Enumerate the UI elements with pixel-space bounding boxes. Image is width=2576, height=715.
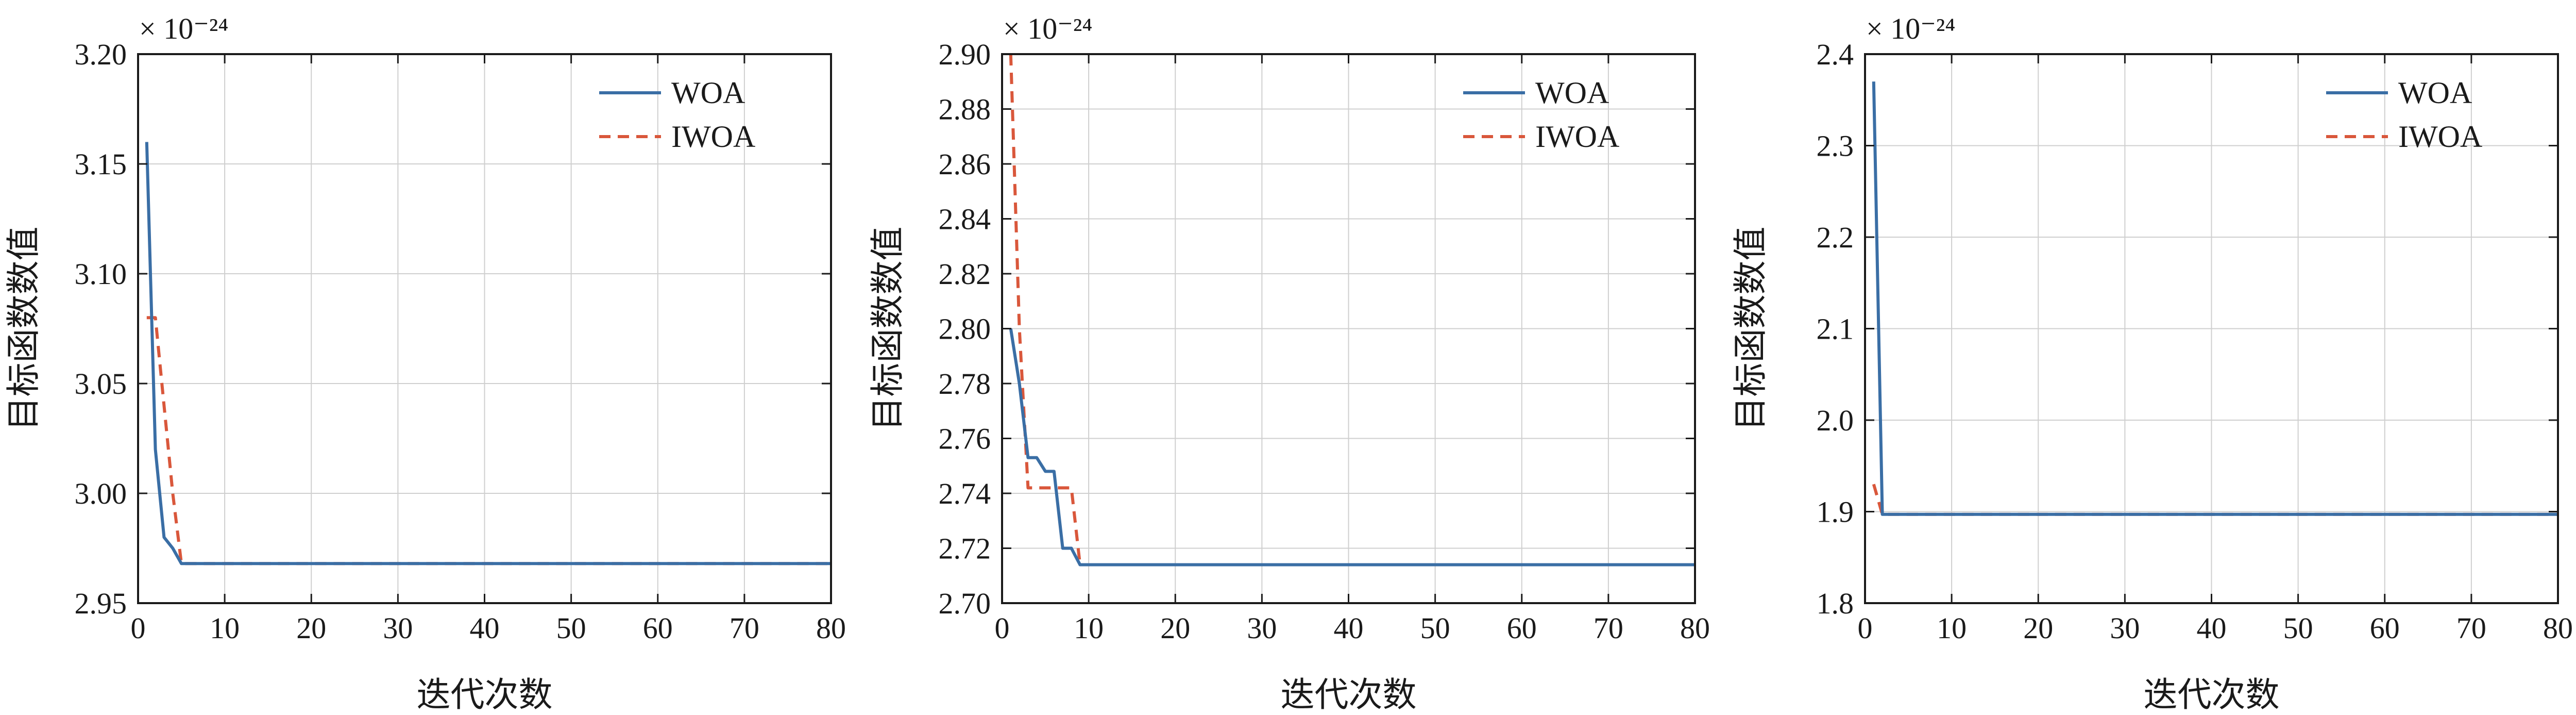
legend-label-woa: WOA <box>671 76 745 110</box>
y-scale-label: × 10⁻²⁴ <box>1866 12 1955 45</box>
x-tick-label: 50 <box>556 611 586 645</box>
x-tick-label: 80 <box>2543 611 2573 645</box>
x-axis-title: 迭代次数 <box>2144 675 2280 714</box>
chart-panel-2: 0 10 20 30 40 50 60 70 80 2.70 2.72 2.74 2.76 2.78 2.8… <box>868 12 1710 714</box>
y-scale-label: × 10⁻²⁴ <box>1003 12 1092 45</box>
chart-panel-3: 0 10 20 30 40 50 60 70 80 1.8 1.9 2.0 2.1 2.2 2.3 2.4 ×… <box>1731 12 2573 714</box>
legend: WOA IWOA <box>1463 76 1619 154</box>
x-tick-label: 80 <box>816 611 846 645</box>
y-tick-label: 2.84 <box>939 203 991 236</box>
series-line-woa <box>1872 81 2558 516</box>
y-scale-label: × 10⁻²⁴ <box>139 12 228 45</box>
series-line-iwoa <box>146 316 831 566</box>
x-tick-label: 40 <box>470 611 500 645</box>
y-tick-label: 2.74 <box>939 477 991 510</box>
x-axis-title: 迭代次数 <box>417 675 553 714</box>
y-tick-label: 3.20 <box>75 38 127 71</box>
y-tick-label: 2.2 <box>1817 221 1854 254</box>
y-tick-label: 1.9 <box>1817 495 1854 529</box>
x-tick-label: 80 <box>1680 611 1710 645</box>
x-tick-label: 0 <box>995 611 1010 645</box>
legend: WOA IWOA <box>599 76 755 154</box>
series-line-woa <box>145 142 831 566</box>
y-tick-label: 2.76 <box>939 422 991 456</box>
x-tick-label: 0 <box>1858 611 1873 645</box>
x-tick-label: 20 <box>2023 611 2053 645</box>
y-tick-label: 2.86 <box>939 147 991 181</box>
x-tick-label: 40 <box>1334 611 1364 645</box>
x-axis-title: 迭代次数 <box>1281 675 1417 714</box>
x-tick-label: 40 <box>2197 611 2227 645</box>
x-tick-label: 0 <box>131 611 146 645</box>
x-tick-label: 50 <box>1420 611 1450 645</box>
legend-label-woa: WOA <box>1535 76 1609 110</box>
y-tick-label: 2.88 <box>939 93 991 126</box>
x-tick-label: 30 <box>2110 611 2140 645</box>
y-tick-label: 2.70 <box>939 587 991 620</box>
legend: WOA IWOA <box>2326 76 2482 154</box>
x-tick-label: 60 <box>643 611 673 645</box>
y-tick-label: 2.90 <box>939 38 991 71</box>
y-tick-label: 2.80 <box>939 312 991 346</box>
y-tick-label: 1.8 <box>1817 587 1854 620</box>
y-tick-label: 3.05 <box>75 367 127 401</box>
series-line-woa <box>1009 328 1695 567</box>
x-tick-label: 30 <box>383 611 413 645</box>
legend-label-iwoa: IWOA <box>671 120 755 154</box>
y-tick-label: 3.10 <box>75 257 127 291</box>
y-tick-label: 2.0 <box>1817 404 1854 437</box>
x-tick-label: 70 <box>1594 611 1623 645</box>
y-tick-label: 2.82 <box>939 257 991 291</box>
y-axis-title: 目标函数数值 <box>4 227 43 431</box>
x-tick-label: 20 <box>296 611 326 645</box>
legend-label-iwoa: IWOA <box>1535 120 1619 154</box>
x-tick-label: 50 <box>2283 611 2313 645</box>
x-tick-label: 60 <box>2370 611 2400 645</box>
x-tick-label: 10 <box>1074 611 1104 645</box>
x-tick-label: 60 <box>1507 611 1537 645</box>
x-tick-label: 30 <box>1247 611 1277 645</box>
y-tick-label: 2.4 <box>1817 38 1854 71</box>
y-tick-label: 3.15 <box>75 147 127 181</box>
legend-label-iwoa: IWOA <box>2398 120 2482 154</box>
x-tick-label: 70 <box>2456 611 2486 645</box>
x-tick-label: 20 <box>1160 611 1190 645</box>
y-axis-title: 目标函数数值 <box>868 227 907 431</box>
y-tick-label: 2.95 <box>75 587 127 620</box>
y-tick-label: 2.3 <box>1817 129 1854 163</box>
x-tick-label: 10 <box>210 611 240 645</box>
y-tick-label: 2.78 <box>939 367 991 401</box>
y-tick-label: 2.72 <box>939 532 991 566</box>
y-tick-label: 2.1 <box>1817 312 1854 346</box>
x-tick-label: 70 <box>730 611 759 645</box>
y-tick-label: 3.00 <box>75 477 127 510</box>
legend-label-woa: WOA <box>2398 76 2472 110</box>
y-axis-title: 目标函数数值 <box>1731 227 1770 431</box>
chart-panel-1: 0 10 20 30 40 50 60 70 80 2.95 3.00 3.05 3.10 3.15 3.2… <box>4 12 846 714</box>
x-tick-label: 10 <box>1937 611 1967 645</box>
series-line-iwoa <box>1872 484 2558 516</box>
